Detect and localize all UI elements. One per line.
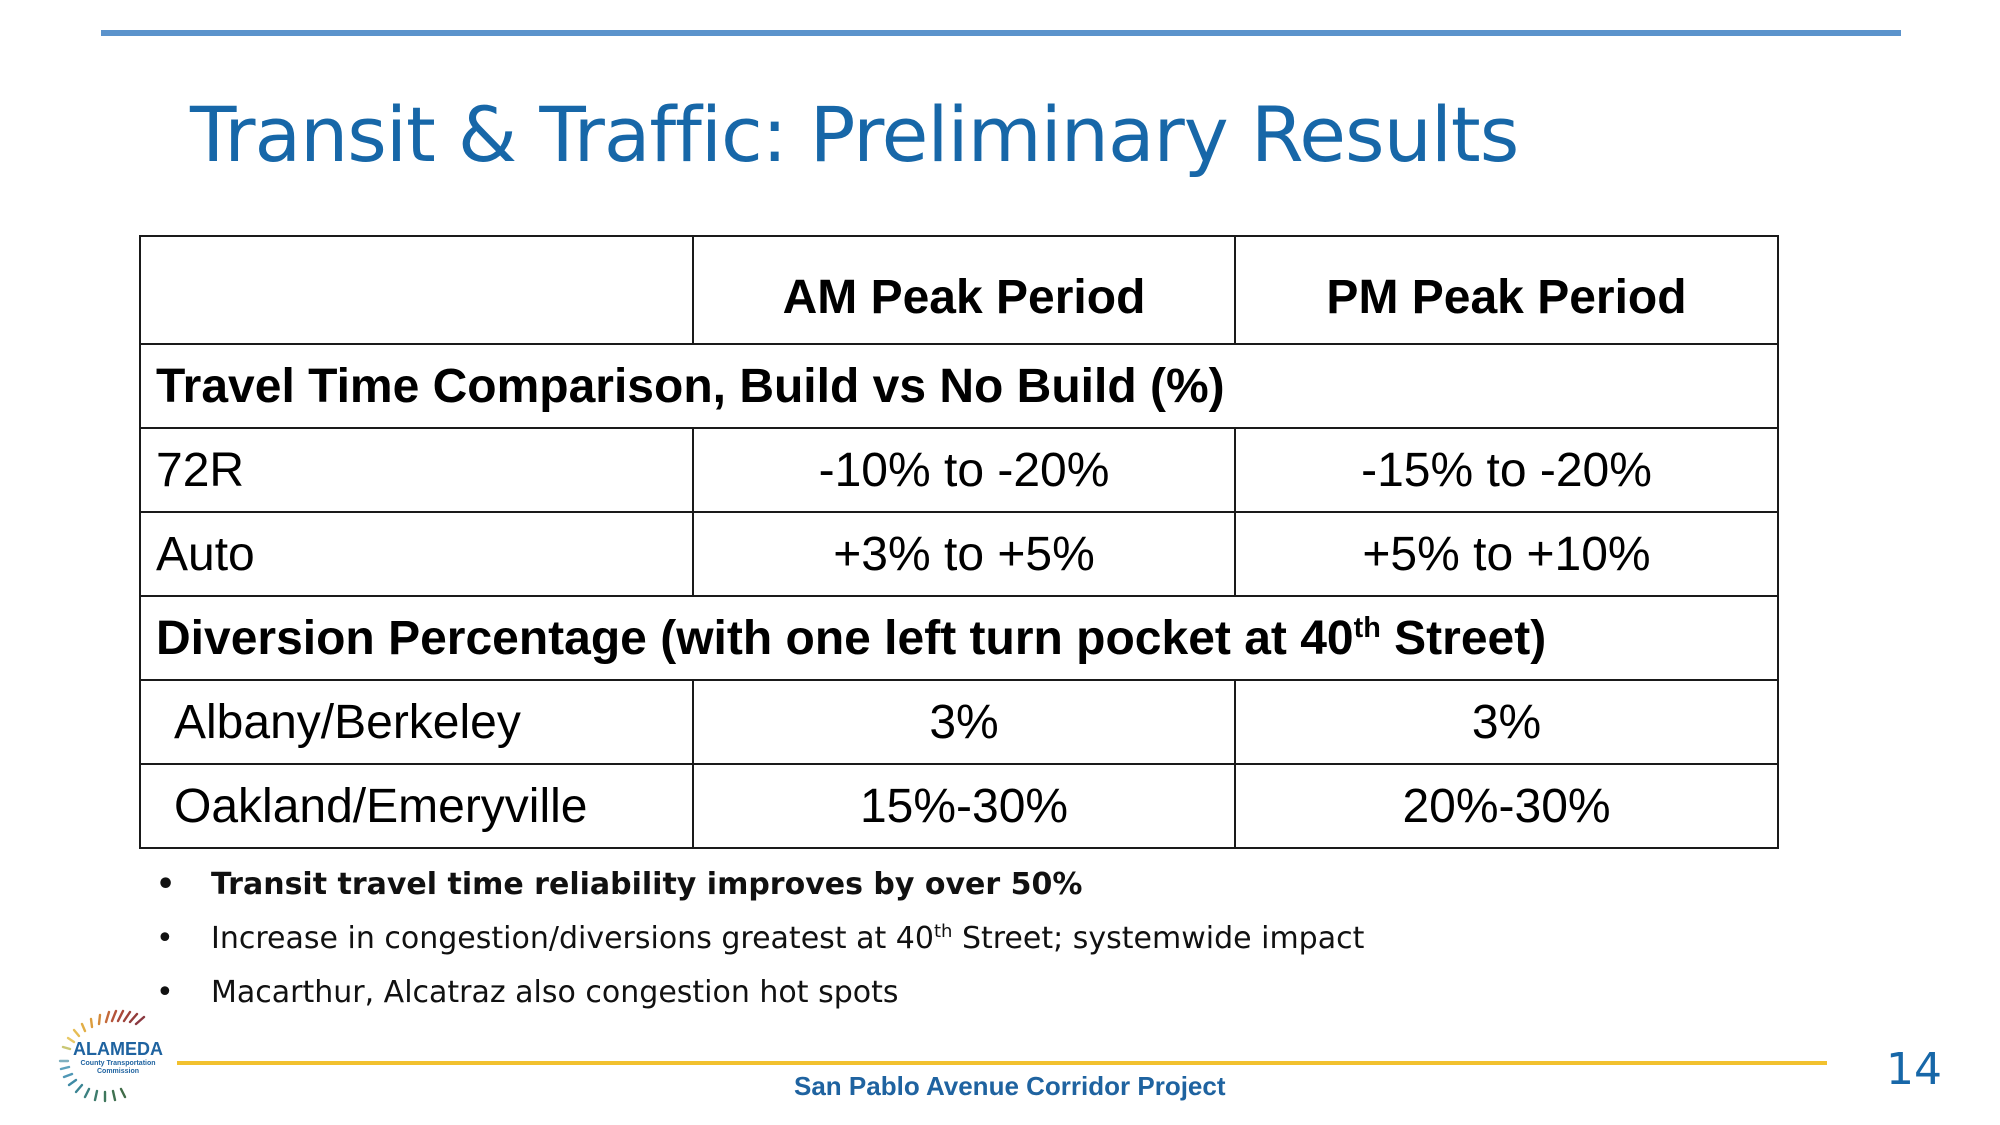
results-table: AM Peak Period PM Peak Period Travel Tim… <box>139 235 1779 849</box>
am-value: 15%-30% <box>692 763 1236 849</box>
logo-sub2: Commission <box>97 1068 139 1075</box>
section-title-text: Diversion Percentage (with one left turn… <box>156 611 1354 665</box>
am-value: -10% to -20% <box>692 427 1236 513</box>
bullet-text: Transit travel time reliability improves… <box>211 867 1083 902</box>
bullet-item: • Macarthur, Alcatraz also congestion ho… <box>150 968 1364 1022</box>
bullet-item: • Transit travel time reliability improv… <box>150 860 1364 914</box>
row-label: Auto <box>139 511 694 597</box>
bullet-dot-icon: • <box>156 867 176 902</box>
row-label: Oakland/Emeryville <box>139 763 694 849</box>
header-cell-pm-peak: PM Peak Period <box>1234 235 1779 345</box>
row-label: 72R <box>139 427 694 513</box>
logo-arc-icon <box>58 1009 146 1103</box>
section-title-diversion: Diversion Percentage (with one left turn… <box>139 595 1779 681</box>
bullet-sup: th <box>933 921 953 942</box>
logo-name: ALAMEDA <box>73 1039 163 1059</box>
am-value: +3% to +5% <box>692 511 1236 597</box>
table-header-row: AM Peak Period PM Peak Period <box>139 235 1779 345</box>
logo-sub1: County Transportation <box>80 1060 155 1067</box>
page-number: 14 <box>1886 1044 1942 1095</box>
section-row-travel-time: Travel Time Comparison, Build vs No Buil… <box>139 343 1779 429</box>
am-value: 3% <box>692 679 1236 765</box>
section-title-travel-time: Travel Time Comparison, Build vs No Buil… <box>139 343 1779 429</box>
pm-value: 20%-30% <box>1234 763 1779 849</box>
section-title-sup: th <box>1353 611 1381 644</box>
pm-value: +5% to +10% <box>1234 511 1779 597</box>
section-row-diversion: Diversion Percentage (with one left turn… <box>139 595 1779 681</box>
table-row: 72R -10% to -20% -15% to -20% <box>139 427 1779 513</box>
section-title-suffix: Street) <box>1380 611 1547 665</box>
table-row: Auto +3% to +5% +5% to +10% <box>139 511 1779 597</box>
row-label: Albany/Berkeley <box>139 679 694 765</box>
pm-value: 3% <box>1234 679 1779 765</box>
footer-rule <box>177 1061 1827 1065</box>
bullet-list: • Transit travel time reliability improv… <box>150 860 1364 1022</box>
slide-title: Transit & Traffic: Preliminary Results <box>190 90 1519 179</box>
bullet-text-after: Street; systemwide impact <box>952 921 1365 956</box>
header-cell-am-peak: AM Peak Period <box>692 235 1236 345</box>
bullet-text: Macarthur, Alcatraz also congestion hot … <box>211 975 899 1010</box>
pm-value: -15% to -20% <box>1234 427 1779 513</box>
footer-project-name: San Pablo Avenue Corridor Project <box>794 1071 1226 1101</box>
bullet-dot-icon: • <box>156 975 174 1010</box>
bullet-dot-icon: • <box>156 921 174 956</box>
header-cell-empty <box>139 235 694 345</box>
bullet-item: • Increase in congestion/diversions grea… <box>150 914 1364 968</box>
top-rule <box>101 30 1901 36</box>
alameda-ctc-logo: ALAMEDA County Transportation Commission <box>58 1009 163 1103</box>
bullet-text: Increase in congestion/diversions greate… <box>211 921 934 956</box>
table-row: Oakland/Emeryville 15%-30% 20%-30% <box>139 763 1779 849</box>
table-row: Albany/Berkeley 3% 3% <box>139 679 1779 765</box>
